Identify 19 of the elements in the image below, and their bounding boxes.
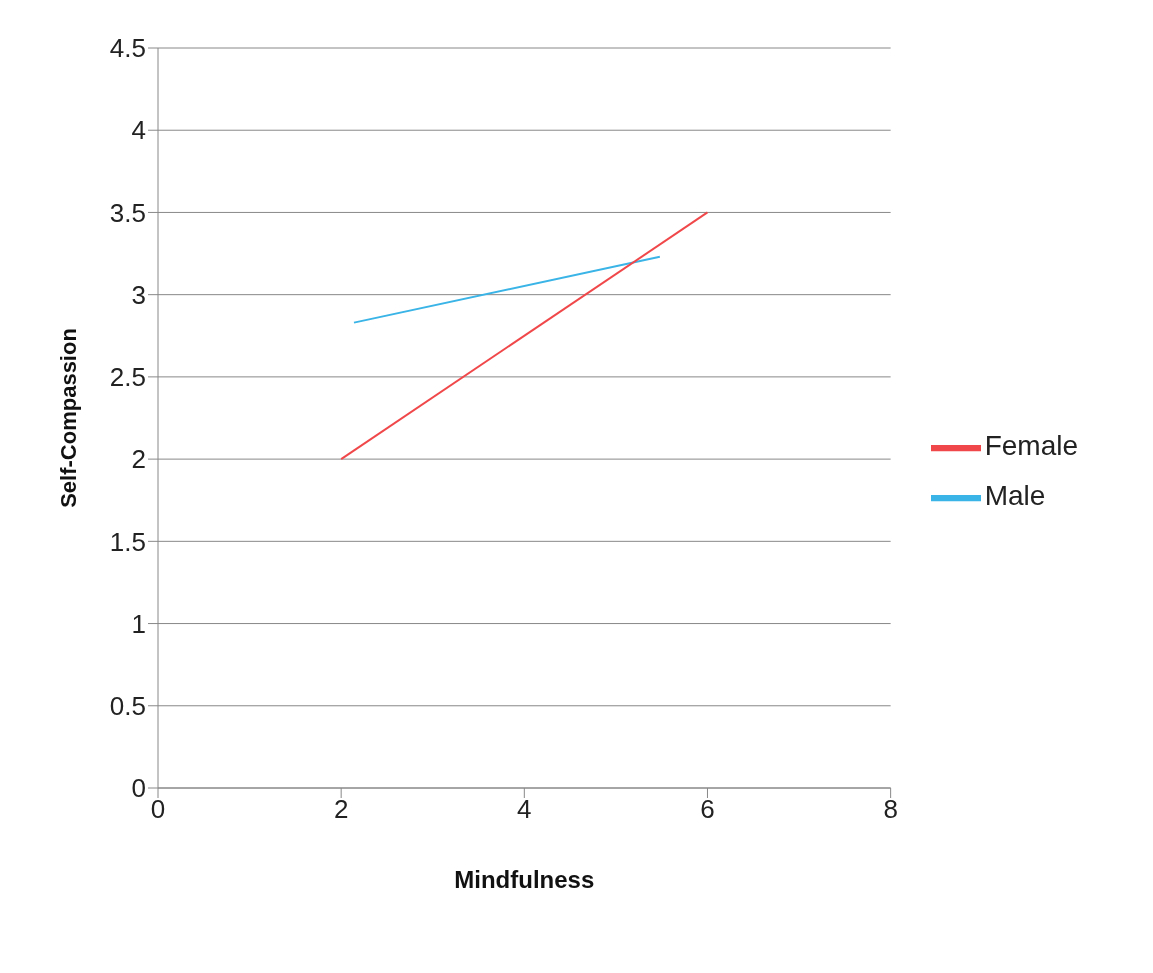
x-tick-label: 2 bbox=[333, 794, 349, 825]
y-tick-label: 0.5 bbox=[109, 691, 146, 722]
x-tick-label: 6 bbox=[700, 794, 715, 825]
y-tick-label: 1.5 bbox=[109, 526, 146, 557]
x-tick-label: 8 bbox=[883, 794, 898, 825]
y-axis-title: Self-Compassion bbox=[55, 328, 81, 508]
x-axis-title: Mindfulness bbox=[454, 866, 595, 893]
y-tick-label: 4 bbox=[131, 115, 146, 146]
y-tick-label: 1 bbox=[131, 608, 146, 639]
y-tick-label: 3.5 bbox=[109, 197, 146, 228]
y-tick-label: 2 bbox=[131, 444, 146, 475]
legend-label: Female bbox=[984, 430, 1078, 462]
y-tick-label: 4.5 bbox=[109, 33, 146, 64]
x-tick-label: 0 bbox=[150, 794, 166, 825]
x-tick-label: 4 bbox=[517, 794, 532, 825]
y-tick-label: 0 bbox=[131, 773, 146, 804]
legend-label: Male bbox=[984, 480, 1046, 512]
y-tick-label: 2.5 bbox=[109, 362, 146, 393]
y-tick-label: 3 bbox=[131, 279, 146, 310]
